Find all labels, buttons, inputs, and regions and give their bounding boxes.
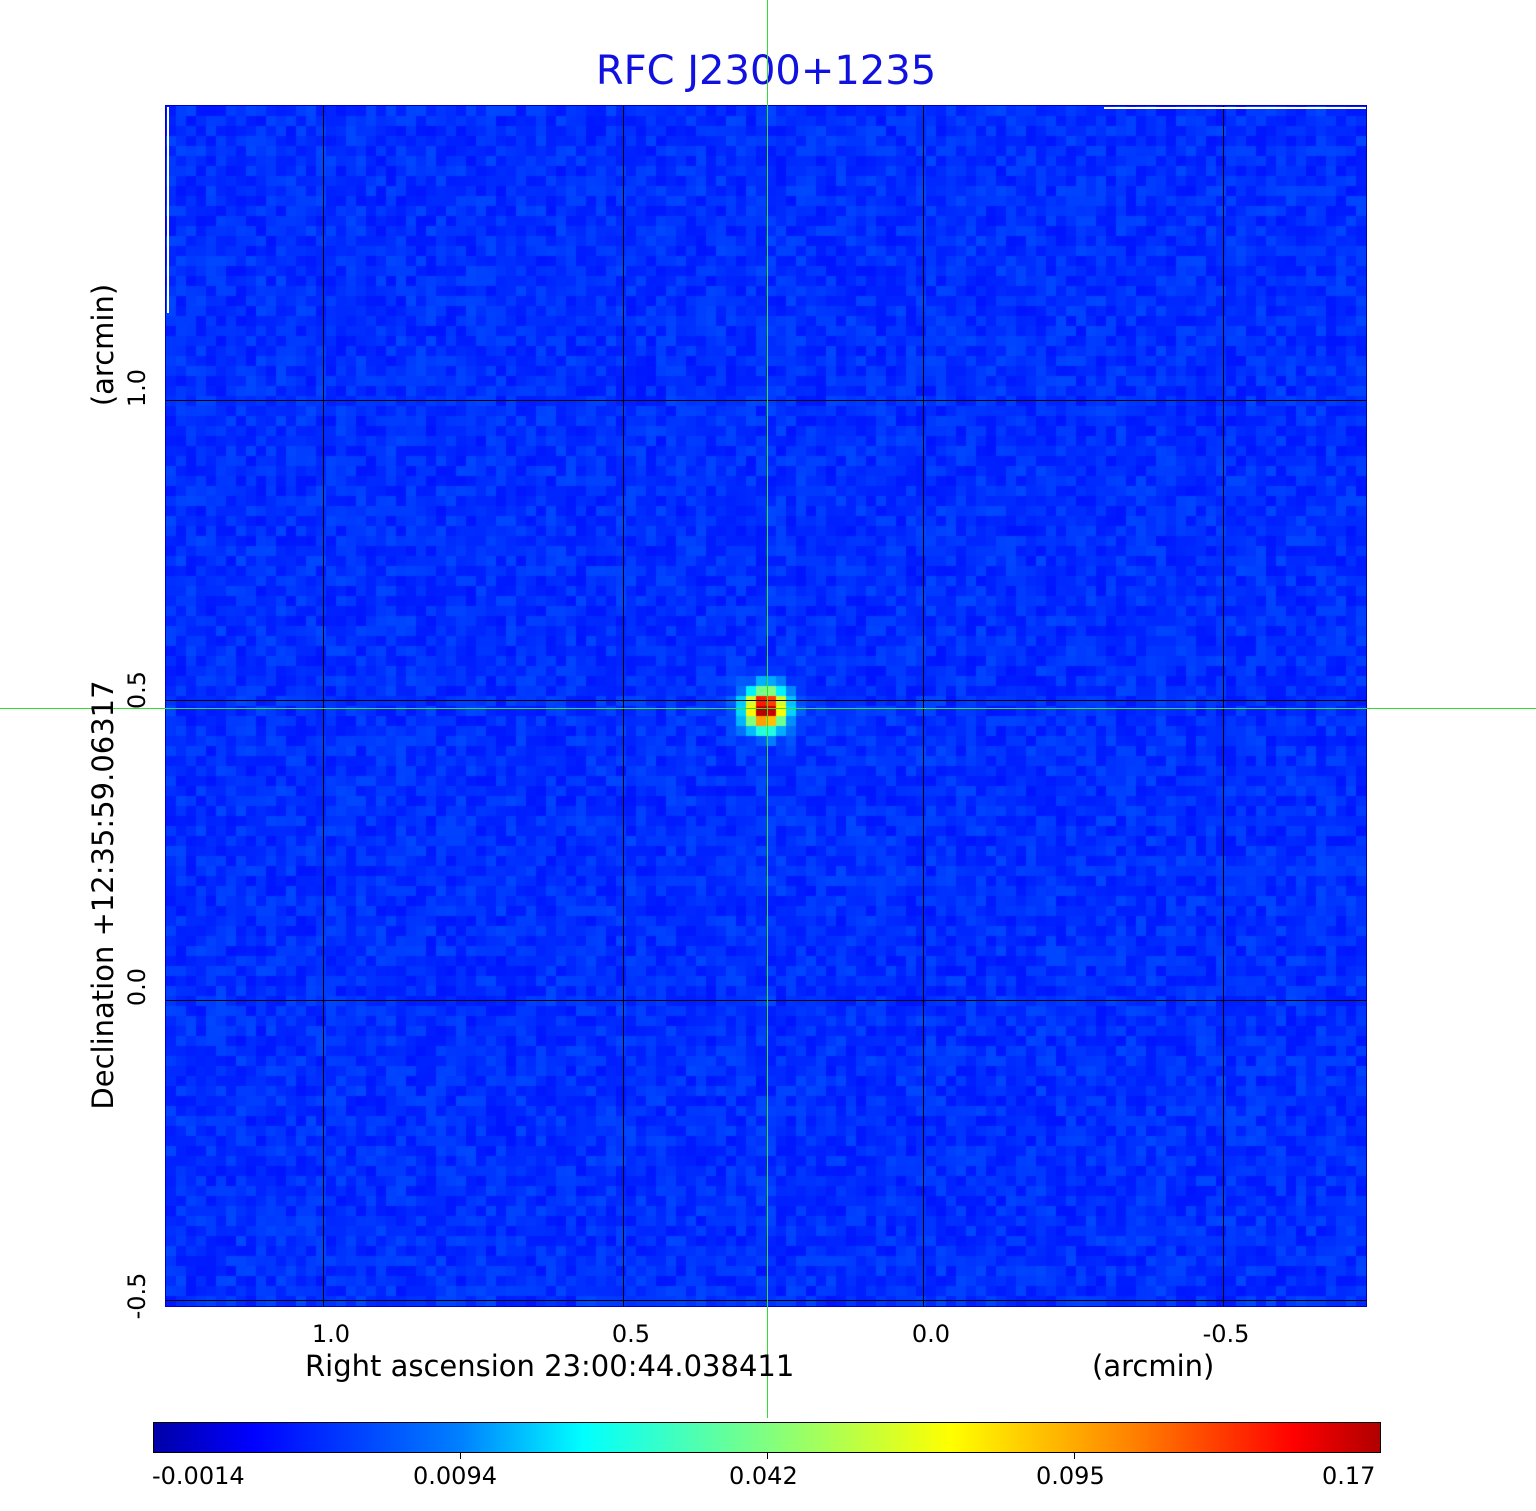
grid-y-0.5 — [166, 700, 1366, 701]
colorbar-label: 0.17 — [1322, 1462, 1376, 1490]
edge-mark-left — [167, 107, 169, 313]
colorbar-label: 0.0094 — [413, 1462, 497, 1490]
grid-x-1.0 — [323, 106, 324, 1306]
grid-y-neg0.5 — [166, 1300, 1366, 1301]
grid-x-neg0.5 — [1223, 106, 1224, 1306]
x-tick-label: 0.0 — [911, 1320, 951, 1348]
colorbar-tick — [460, 1453, 461, 1459]
y-axis-label: Declination +12:35:59.06317 — [86, 680, 120, 1110]
colorbar-label: -0.0014 — [152, 1462, 245, 1490]
colorbar-label: 0.042 — [729, 1462, 798, 1490]
image-plot-area[interactable] — [165, 105, 1367, 1307]
x-tick-label: 1.0 — [311, 1320, 351, 1348]
intensity-image — [166, 106, 1366, 1306]
y-tick-label: 0.0 — [123, 967, 151, 1007]
chart-title: RFC J2300+1235 — [595, 48, 937, 94]
colorbar-label: 0.095 — [1036, 1462, 1105, 1490]
grid-x-0.0 — [923, 106, 924, 1306]
colorbar-tick — [767, 1453, 768, 1459]
colorbar — [153, 1422, 1381, 1453]
colorbar-tick — [1074, 1453, 1075, 1459]
y-tick-label: 1.0 — [123, 368, 151, 408]
y-tick-label: 0.5 — [123, 670, 151, 710]
edge-mark-top — [1104, 107, 1366, 109]
x-axis-label: Right ascension 23:00:44.038411 — [305, 1349, 795, 1383]
x-tick-label: -0.5 — [1202, 1320, 1250, 1348]
grid-y-0.0 — [166, 1000, 1366, 1001]
grid-y-1.0 — [166, 400, 1366, 401]
x-axis-unit: (arcmin) — [1092, 1349, 1215, 1383]
y-axis-unit: (arcmin) — [86, 283, 120, 407]
x-tick-label: 0.5 — [611, 1320, 651, 1348]
crosshair-vertical — [767, 0, 768, 1418]
y-tick-label: -0.5 — [123, 1272, 151, 1320]
grid-x-0.5 — [623, 106, 624, 1306]
crosshair-horizontal — [0, 708, 1536, 709]
